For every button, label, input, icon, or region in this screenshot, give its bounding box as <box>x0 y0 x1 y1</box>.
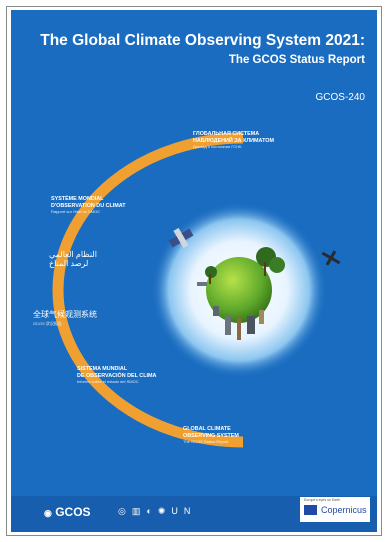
arc-label-main: 全球气候观测系统 <box>33 310 97 319</box>
arc-label-small: The GCOS Status Report <box>183 439 229 444</box>
arc-label-main: SISTEMA MUNDIAL <box>77 366 128 372</box>
arc-label-arabic: النظام العالمي لرصد المناخ <box>49 250 97 268</box>
copernicus-text: Copernicus <box>321 505 367 515</box>
arc-label-main: GLOBAL CLIMATE <box>183 426 231 432</box>
report-title: The Global Climate Observing System 2021… <box>40 32 365 49</box>
gcos-globe-icon: ◉ <box>44 508 52 518</box>
report-subtitle: The GCOS Status Report <box>228 54 365 66</box>
arc-label-english: GLOBAL CLIMATE OBSERVING SYSTEM The GCOS… <box>183 426 239 446</box>
unep-icon: ◐ <box>146 506 158 516</box>
copernicus-tagline: Europe's eyes on Earth <box>304 498 341 502</box>
instruments-icon <box>197 282 264 340</box>
satellite-icon <box>168 227 194 249</box>
arc-label-spanish: SISTEMA MUNDIAL DE OBSERVACIÓN DEL CLIMA… <box>77 366 156 386</box>
wmo-icon: ◎ <box>118 506 132 516</box>
un-logo-text: UN <box>171 506 197 516</box>
arc-label-main2: DE OBSERVACIÓN DEL CLIMA <box>77 372 157 379</box>
isc-icon: ✺ <box>157 506 172 516</box>
report-cover: The Global Climate Observing System 2021… <box>11 10 377 532</box>
arc-label-main2: НАБЛЮДЕНИЙ ЗА КЛИМАТОМ <box>193 137 274 144</box>
arc-label-chinese: 全球气候观测系统 GCOS 状况报告 <box>33 310 97 328</box>
gcos-logo: ◉ GCOS <box>44 505 91 519</box>
eu-flag-icon <box>304 505 317 515</box>
arc-label-french: SYSTÈME MONDIAL D'OBSERVATION DU CLIMAT … <box>51 196 126 216</box>
arc-label-main2: OBSERVING SYSTEM <box>183 432 239 439</box>
orange-arc <box>52 132 244 448</box>
arc-label-small: Informe sobre el estado del SMOC <box>77 379 139 384</box>
arc-label-small: Rapport sur l'état du SMOC <box>51 209 101 214</box>
arc-label-small: Доклад о состоянии ГСНК <box>193 144 242 149</box>
arc-label-main: النظام العالمي <box>49 250 97 259</box>
arc-label-main: ГЛОБАЛЬНАЯ СИСТЕМА <box>193 131 260 137</box>
cover-artwork <box>11 132 377 532</box>
trees-icon <box>205 247 285 284</box>
arc-label-main2: D'OBSERVATION DU CLIMAT <box>51 202 126 209</box>
gcos-logo-text: GCOS <box>55 505 91 519</box>
ioc-icon: ▥ <box>131 506 147 516</box>
partner-logos: ◎▥◐✺UN <box>118 506 196 517</box>
arc-label-main2: لرصد المناخ <box>49 259 89 268</box>
report-code: GCOS-240 <box>315 92 365 103</box>
arc-label-russian: ГЛОБАЛЬНАЯ СИСТЕМА НАБЛЮДЕНИЙ ЗА КЛИМАТО… <box>193 131 274 151</box>
arc-label-main: SYSTÈME MONDIAL <box>51 196 104 202</box>
planet-illustration <box>206 257 272 323</box>
copernicus-logo: Europe's eyes on Earth Copernicus <box>300 497 370 522</box>
aircraft-icon <box>321 250 341 266</box>
arc-label-small: GCOS 状况报告 <box>33 321 62 326</box>
